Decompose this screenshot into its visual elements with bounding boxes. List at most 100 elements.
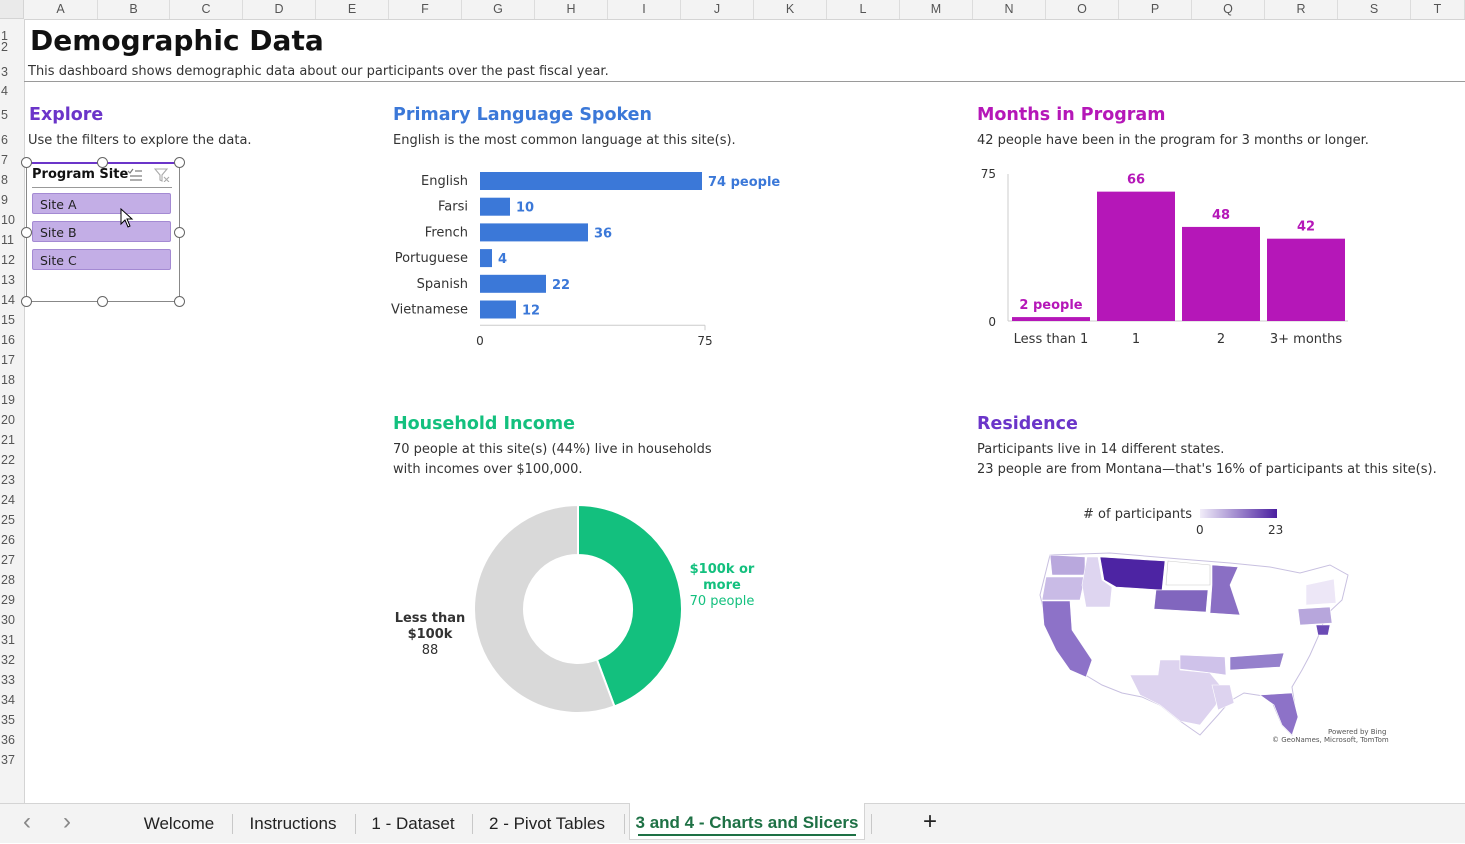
tab-pivot-tables[interactable]: 2 - Pivot Tables: [489, 814, 605, 833]
row-header[interactable]: 3: [1, 65, 8, 79]
column-header[interactable]: B: [98, 0, 170, 19]
column-header[interactable]: A: [24, 0, 98, 19]
row-header[interactable]: 18: [1, 373, 15, 387]
scroll-tabs-left-button[interactable]: ‹: [23, 808, 31, 835]
resize-handle-left[interactable]: [21, 227, 32, 238]
row-header[interactable]: 28: [1, 573, 15, 587]
row-header[interactable]: 32: [1, 653, 15, 667]
row-header[interactable]: 29: [1, 593, 15, 607]
x-tick-label: 75: [697, 334, 712, 348]
row-header[interactable]: 17: [1, 353, 15, 367]
row-header[interactable]: 24: [1, 493, 15, 507]
column-header[interactable]: E: [316, 0, 389, 19]
slicer-item-site-b[interactable]: Site B: [32, 221, 171, 242]
scroll-tabs-right-button[interactable]: ›: [63, 808, 71, 835]
row-header[interactable]: 7: [1, 153, 8, 167]
resize-handle-top-left[interactable]: [21, 157, 32, 168]
column-header[interactable]: G: [462, 0, 535, 19]
state-texas: [1129, 659, 1221, 726]
column-header[interactable]: O: [1046, 0, 1119, 19]
row-header[interactable]: 6: [1, 133, 8, 147]
row-header[interactable]: 35: [1, 713, 15, 727]
column-header[interactable]: L: [827, 0, 900, 19]
row-header[interactable]: 12: [1, 253, 15, 267]
row-header[interactable]: 33: [1, 673, 15, 687]
bar-value-label: 42: [1297, 220, 1315, 235]
months-bar: [1267, 238, 1345, 321]
column-header[interactable]: K: [754, 0, 827, 19]
slicer-item-site-c[interactable]: Site C: [32, 249, 171, 270]
column-header[interactable]: Q: [1192, 0, 1265, 19]
row-header[interactable]: 23: [1, 473, 15, 487]
row-header[interactable]: 34: [1, 693, 15, 707]
row-header[interactable]: 26: [1, 533, 15, 547]
language-bar: [480, 249, 492, 268]
resize-handle-right[interactable]: [174, 227, 185, 238]
row-header[interactable]: 8: [1, 173, 8, 187]
column-header[interactable]: F: [389, 0, 462, 19]
slice-value-label: 88: [422, 643, 439, 658]
multi-select-icon[interactable]: [127, 167, 143, 181]
column-header[interactable]: T: [1411, 0, 1465, 19]
row-header[interactable]: 25: [1, 513, 15, 527]
column-header[interactable]: R: [1265, 0, 1338, 19]
row-header[interactable]: 9: [1, 193, 8, 207]
row-header[interactable]: 10: [1, 213, 15, 227]
resize-handle-top[interactable]: [97, 157, 108, 168]
row-header[interactable]: 21: [1, 433, 15, 447]
column-header[interactable]: D: [243, 0, 316, 19]
row-header[interactable]: 30: [1, 613, 15, 627]
column-header[interactable]: M: [900, 0, 973, 19]
explore-title: Explore: [29, 105, 104, 125]
slice-name-label: Less than: [395, 611, 466, 626]
state-new-york: [1305, 578, 1337, 606]
row-header[interactable]: 1: [1, 29, 8, 43]
bar-value-label: 48: [1212, 208, 1230, 223]
program-site-slicer[interactable]: Program Site Site A Site B Site C: [21, 157, 185, 307]
row-header[interactable]: 31: [1, 633, 15, 647]
column-header[interactable]: J: [681, 0, 754, 19]
title-divider: [24, 81, 1465, 82]
row-header[interactable]: 13: [1, 273, 15, 287]
row-header[interactable]: 19: [1, 393, 15, 407]
corner-cell[interactable]: [0, 0, 24, 19]
row-header[interactable]: 2: [1, 40, 8, 54]
row-header[interactable]: 36: [1, 733, 15, 747]
tab-dataset[interactable]: 1 - Dataset: [371, 814, 455, 833]
row-header[interactable]: 11: [1, 233, 14, 247]
language-bar-chart: English 74 people Farsi 10 French 36 Portugues…: [391, 172, 780, 348]
residence-desc-line2: 23 people are from Montana—that's 16% of…: [977, 462, 1437, 477]
tab-separator: [232, 814, 233, 834]
row-header[interactable]: 15: [1, 313, 15, 327]
row-header[interactable]: 14: [1, 293, 15, 307]
row-header[interactable]: 20: [1, 413, 15, 427]
column-header[interactable]: P: [1119, 0, 1192, 19]
add-sheet-button[interactable]: +: [922, 808, 937, 835]
state-florida: [1259, 692, 1299, 736]
tab-instructions[interactable]: Instructions: [249, 814, 337, 833]
sheet-tab-bar: ‹ › Welcome Instructions 1 - Dataset 2 -…: [0, 803, 1465, 843]
resize-handle-bottom-right[interactable]: [174, 296, 185, 307]
column-header[interactable]: S: [1338, 0, 1411, 19]
column-header[interactable]: I: [608, 0, 681, 19]
state-oklahoma: [1179, 654, 1227, 676]
tab-charts-and-slicers[interactable]: 3 and 4 - Charts and Slicers: [629, 803, 865, 840]
row-header[interactable]: 5: [1, 108, 8, 122]
tab-welcome[interactable]: Welcome: [143, 814, 215, 833]
clear-filter-icon[interactable]: [153, 167, 170, 183]
column-header[interactable]: H: [535, 0, 608, 19]
column-header[interactable]: C: [170, 0, 243, 19]
row-header[interactable]: 37: [1, 753, 15, 767]
resize-handle-bottom-left[interactable]: [21, 296, 32, 307]
resize-handle-top-right[interactable]: [174, 157, 185, 168]
donut-slice: [473, 503, 616, 714]
row-header[interactable]: 16: [1, 333, 15, 347]
row-header[interactable]: 27: [1, 553, 15, 567]
row-header[interactable]: 22: [1, 453, 15, 467]
resize-handle-bottom[interactable]: [97, 296, 108, 307]
row-header[interactable]: 4: [1, 84, 8, 98]
slicer-item-site-a[interactable]: Site A: [32, 193, 171, 214]
column-header[interactable]: N: [973, 0, 1046, 19]
